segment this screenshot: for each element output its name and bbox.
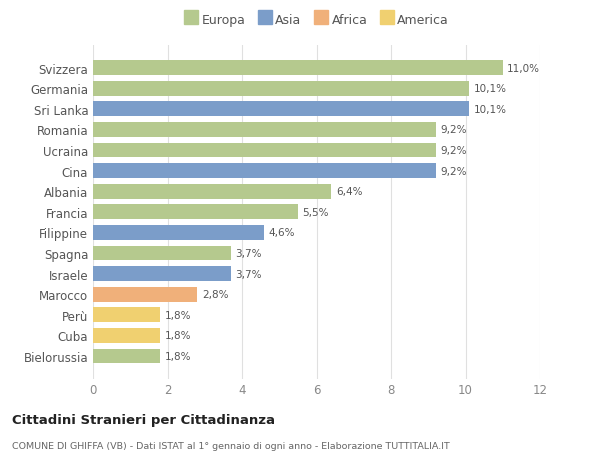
Text: Cittadini Stranieri per Cittadinanza: Cittadini Stranieri per Cittadinanza — [12, 413, 275, 426]
Text: 1,8%: 1,8% — [164, 330, 191, 341]
Bar — [93, 143, 436, 158]
Text: 1,8%: 1,8% — [164, 310, 191, 320]
Bar — [93, 164, 436, 179]
Text: 9,2%: 9,2% — [440, 125, 467, 135]
Bar — [93, 82, 469, 96]
Bar — [93, 205, 298, 220]
Text: 3,7%: 3,7% — [235, 269, 262, 279]
Text: 10,1%: 10,1% — [473, 105, 506, 114]
Text: 11,0%: 11,0% — [507, 63, 540, 73]
Legend: Europa, Asia, Africa, America: Europa, Asia, Africa, America — [179, 9, 454, 32]
Text: 4,6%: 4,6% — [269, 228, 295, 238]
Bar — [93, 328, 160, 343]
Bar — [93, 267, 231, 281]
Bar — [93, 61, 503, 76]
Bar — [93, 349, 160, 364]
Text: 3,7%: 3,7% — [235, 248, 262, 258]
Text: 1,8%: 1,8% — [164, 351, 191, 361]
Bar — [93, 308, 160, 322]
Text: 9,2%: 9,2% — [440, 166, 467, 176]
Bar — [93, 246, 231, 261]
Text: 6,4%: 6,4% — [336, 187, 362, 197]
Text: 2,8%: 2,8% — [202, 290, 228, 299]
Bar — [93, 185, 331, 199]
Text: COMUNE DI GHIFFA (VB) - Dati ISTAT al 1° gennaio di ogni anno - Elaborazione TUT: COMUNE DI GHIFFA (VB) - Dati ISTAT al 1°… — [12, 441, 450, 450]
Bar — [93, 287, 197, 302]
Text: 9,2%: 9,2% — [440, 146, 467, 156]
Bar — [93, 225, 265, 240]
Text: 10,1%: 10,1% — [473, 84, 506, 94]
Bar — [93, 123, 436, 138]
Text: 5,5%: 5,5% — [302, 207, 329, 217]
Bar — [93, 102, 469, 117]
